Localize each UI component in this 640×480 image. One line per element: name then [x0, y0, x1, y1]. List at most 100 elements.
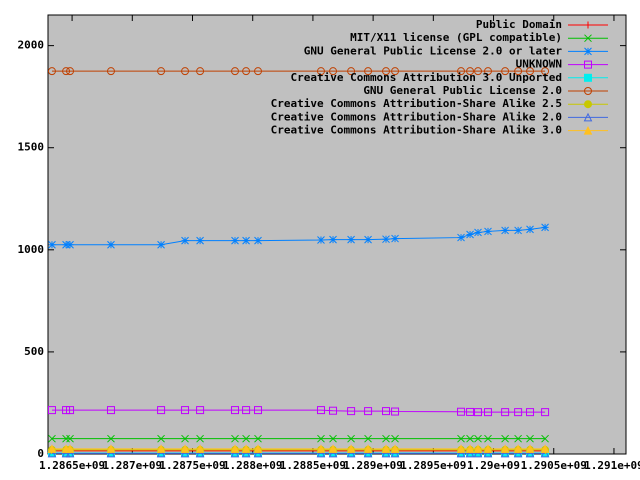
point: [346, 448, 356, 458]
point: [106, 406, 115, 415]
point: [474, 228, 482, 237]
point: [483, 444, 493, 453]
point: [196, 236, 204, 245]
point: [48, 434, 56, 443]
point: [501, 408, 510, 417]
point: [474, 434, 482, 443]
x-tick-label: 1.2905e+09: [521, 459, 587, 472]
point: [65, 444, 75, 453]
point: [391, 234, 399, 243]
legend-label: Creative Commons Attribution-Share Alike…: [271, 97, 562, 110]
point: [390, 444, 400, 453]
point: [157, 67, 166, 76]
point: [381, 448, 391, 458]
point: [316, 448, 326, 458]
point: [107, 240, 115, 249]
point: [466, 434, 474, 443]
point: [242, 236, 250, 245]
point: [106, 67, 115, 76]
y-tick-label: 1000: [18, 243, 45, 256]
point: [391, 407, 400, 416]
point: [231, 406, 240, 415]
plot-area: [47, 14, 627, 455]
point: [473, 444, 483, 453]
point: [474, 408, 483, 417]
point: [254, 236, 262, 245]
point: [381, 444, 391, 453]
y-tick-label: 500: [24, 345, 44, 358]
point: [363, 448, 373, 458]
point: [484, 408, 493, 417]
point: [316, 67, 325, 76]
point: [363, 444, 373, 453]
point: [181, 67, 190, 76]
point: [106, 448, 116, 458]
point: [347, 434, 355, 443]
legend-marker: [584, 34, 592, 43]
point: [483, 448, 493, 458]
point: [231, 67, 240, 76]
point: [526, 434, 534, 443]
point: [157, 434, 165, 443]
point: [230, 444, 240, 453]
point: [364, 67, 373, 76]
point: [316, 406, 325, 415]
point: [253, 448, 263, 458]
legend-label: Creative Commons Attribution 3.0 Unporte…: [290, 71, 562, 84]
point: [65, 448, 75, 458]
point: [541, 408, 550, 417]
point: [180, 448, 190, 458]
point: [514, 226, 522, 235]
point: [456, 448, 466, 458]
point: [48, 240, 56, 249]
point: [66, 67, 75, 76]
point: [231, 434, 239, 443]
point: [157, 406, 166, 415]
legend-marker: [584, 100, 592, 109]
point: [347, 67, 356, 76]
point: [465, 444, 475, 453]
legend-label: GNU General Public License 2.0: [363, 84, 562, 97]
point: [525, 448, 535, 458]
point: [484, 67, 493, 76]
point: [457, 407, 466, 416]
x-tick-label: 1.2895e+09: [400, 459, 466, 472]
point: [316, 444, 326, 453]
point: [242, 434, 250, 443]
point: [346, 444, 356, 453]
y-tick-label: 1500: [18, 141, 45, 154]
point: [328, 448, 338, 458]
series-line: [51, 409, 546, 413]
point: [156, 448, 166, 458]
point: [195, 444, 205, 453]
point: [317, 434, 325, 443]
point: [180, 444, 190, 453]
point: [541, 434, 549, 443]
legend-marker: [583, 112, 593, 122]
point: [107, 434, 115, 443]
point: [540, 444, 550, 453]
point: [62, 67, 71, 76]
y-tick-label: 0: [37, 447, 44, 460]
point: [106, 444, 116, 453]
point: [157, 240, 165, 249]
point: [540, 448, 550, 458]
point: [364, 434, 372, 443]
point: [329, 67, 338, 76]
legend-marker: [584, 60, 592, 69]
legend-label: UNKNOWN: [516, 58, 562, 71]
point: [541, 67, 550, 76]
point: [47, 448, 57, 458]
legend-marker: [584, 47, 592, 56]
x-tick-label: 1.291e+09: [584, 459, 640, 472]
point: [513, 448, 523, 458]
legend-label: Creative Commons Attribution-Share Alike…: [271, 110, 562, 123]
point: [328, 444, 338, 453]
point: [541, 223, 549, 232]
point: [47, 444, 57, 453]
point: [514, 408, 523, 417]
point: [156, 444, 166, 453]
x-tick-label: 1.288e+09: [223, 459, 283, 472]
point: [466, 67, 475, 76]
legend-marker: [584, 87, 592, 95]
